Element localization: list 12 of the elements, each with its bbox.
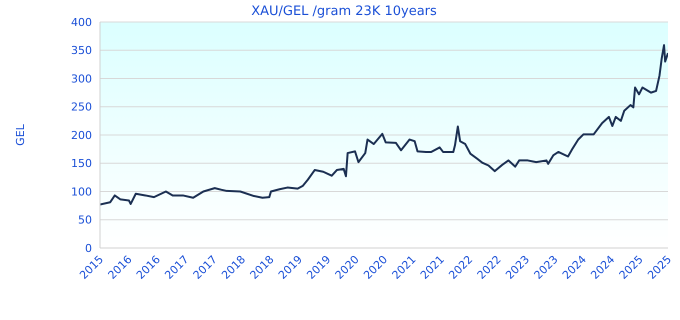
y-tick-label: 200	[71, 128, 92, 142]
y-tick-label: 300	[71, 72, 92, 86]
chart-title: XAU/GEL /gram 23K 10years	[251, 4, 437, 19]
y-axis-title: GEL	[14, 123, 27, 146]
y-tick-label: 400	[71, 16, 92, 29]
y-tick-label: 0	[85, 242, 92, 255]
y-tick-label: 100	[71, 185, 92, 198]
y-tick-label: 150	[71, 157, 92, 170]
y-tick-label: 50	[78, 214, 92, 227]
y-tick-label: 350	[71, 44, 92, 58]
y-tick-label: 250	[71, 100, 92, 114]
line-series	[100, 44, 668, 206]
